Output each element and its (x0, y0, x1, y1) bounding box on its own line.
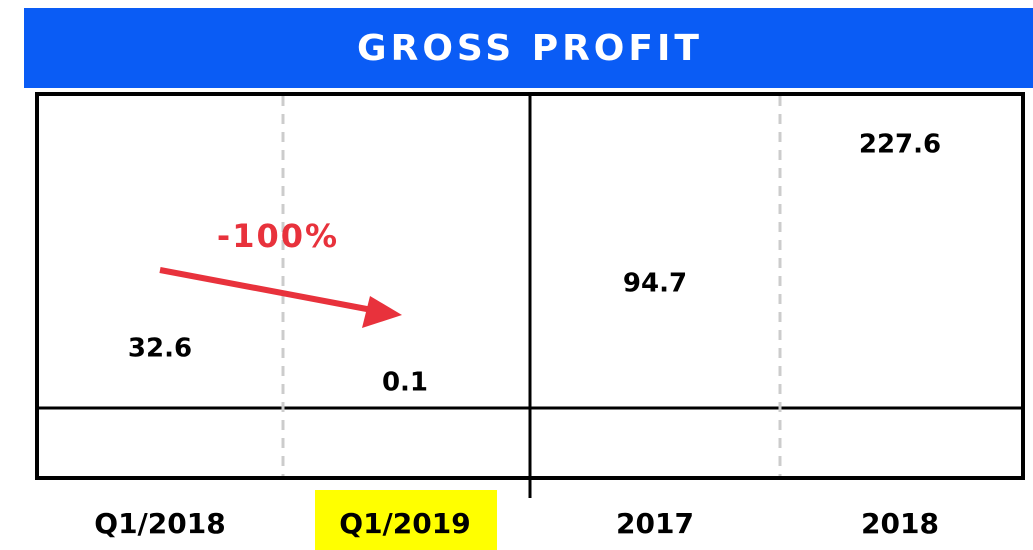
x-tick-label: 2017 (616, 507, 694, 540)
value-label: 32.6 (128, 333, 192, 363)
x-tick-label: 2018 (861, 507, 939, 540)
value-label: 0.1 (382, 367, 428, 397)
value-label: 227.6 (859, 130, 941, 160)
arrow-head (362, 296, 402, 328)
x-tick-label: Q1/2018 (94, 507, 225, 540)
title-bar (24, 8, 1033, 88)
trend-arrow (159, 267, 373, 313)
chart-title: GROSS PROFIT (357, 28, 703, 69)
x-tick-label: Q1/2019 (339, 507, 470, 540)
change-annotation: -100% (217, 217, 339, 255)
value-label: 94.7 (623, 268, 687, 298)
highlight (315, 490, 497, 550)
